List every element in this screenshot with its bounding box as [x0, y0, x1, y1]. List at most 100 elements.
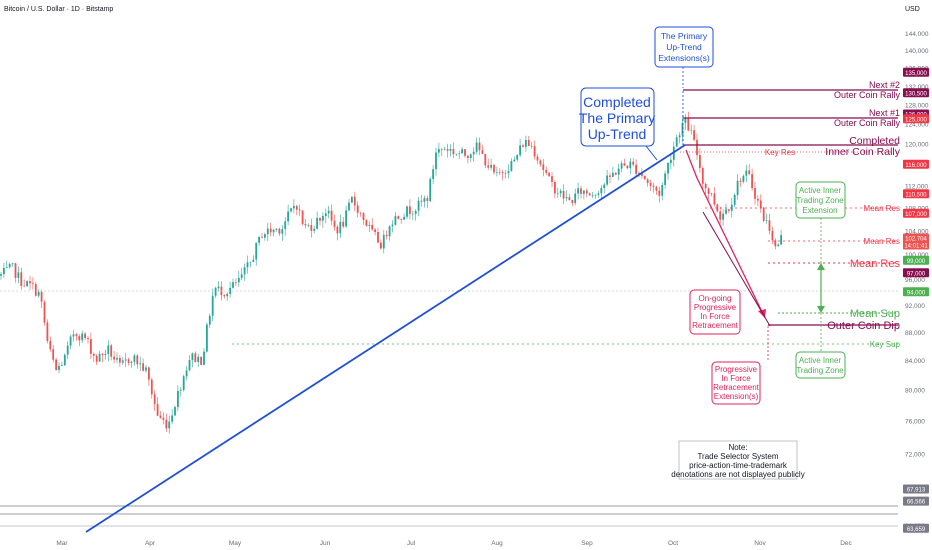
- candle-body: [136, 355, 139, 365]
- outer-dip-label: Outer Coin Dip: [827, 320, 900, 332]
- callout-active-zone[interactable]: Active Inner Trading Zone: [795, 313, 846, 379]
- candle-body: [14, 263, 17, 278]
- candle-body: [449, 149, 452, 151]
- mean-res-outer-label: Mean Res: [864, 204, 900, 213]
- candle-body: [554, 182, 556, 194]
- candle-body: [229, 287, 231, 294]
- candle-body: [301, 210, 304, 224]
- price-badge-bg: [903, 88, 929, 98]
- candle-body: [400, 218, 403, 220]
- price-badge-bg: [903, 268, 929, 278]
- candle-body: [217, 286, 220, 288]
- candle-body: [310, 225, 313, 231]
- x-tick-label: Nov: [754, 540, 766, 547]
- candle-body: [34, 284, 37, 296]
- candle-body: [768, 220, 771, 231]
- candle-body: [371, 224, 374, 230]
- candle-body: [359, 212, 362, 214]
- candle-body: [733, 195, 736, 205]
- completed-label-1: Completed: [849, 135, 900, 147]
- candle-body: [298, 209, 301, 211]
- note-line: Trade Selector System: [697, 452, 778, 461]
- candle-body: [458, 153, 461, 154]
- x-tick-label: Apr: [145, 540, 156, 547]
- candle-body: [295, 206, 298, 210]
- candle-body: [701, 168, 704, 184]
- callout-uptrend-extensions[interactable]: The Primary Up-Trend Extensions(s): [654, 26, 714, 88]
- y-tick-label: 80,000: [905, 388, 925, 395]
- x-tick-label: Jul: [407, 540, 416, 547]
- candle-body: [197, 356, 200, 362]
- y-tick-label: 132,000: [905, 84, 929, 91]
- candle-body: [641, 172, 643, 176]
- candle-body: [542, 164, 545, 170]
- candle-body: [603, 184, 606, 189]
- y-tick-label: 144,000: [905, 31, 929, 38]
- callout-completed-uptrend[interactable]: Completed The Primary Up-Trend: [579, 87, 658, 161]
- candle-body: [394, 216, 397, 225]
- callout-line: In Force: [700, 312, 730, 321]
- candle-body: [678, 135, 681, 138]
- candle-body: [133, 355, 136, 362]
- next1-label-1: Next #1: [869, 108, 900, 118]
- candle-body: [667, 163, 669, 174]
- candle-body: [777, 244, 780, 247]
- candle-body: [670, 159, 672, 163]
- candle-body: [52, 349, 55, 360]
- candle-body: [519, 145, 521, 156]
- x-tick-label: Sep: [581, 540, 593, 547]
- candle-body: [626, 165, 629, 169]
- level-lines: [0, 89, 898, 345]
- candle-body: [704, 183, 707, 189]
- y-tick-label: 120,000: [905, 142, 929, 149]
- candle-body: [362, 213, 365, 220]
- candle-body: [374, 229, 376, 232]
- candle-body: [629, 161, 632, 169]
- chart-title: Bitcoin / U.S. Dollar · 1D · Bitstamp: [4, 6, 113, 13]
- candle-body: [287, 211, 289, 222]
- candle-body: [8, 263, 11, 268]
- price-badge-bg: [903, 208, 929, 218]
- candle-body: [58, 365, 60, 370]
- price-badge-bg: [903, 287, 929, 297]
- candle-body: [562, 190, 565, 199]
- candle-body: [319, 218, 321, 221]
- candle-body: [101, 353, 104, 356]
- candle-body: [40, 291, 43, 302]
- candle-body: [513, 159, 516, 162]
- candle-body: [484, 153, 487, 166]
- candle-body: [159, 415, 162, 418]
- candle-body: [713, 193, 716, 205]
- x-tick-label: Mar: [56, 540, 68, 547]
- callout-line: Retracement: [692, 321, 739, 330]
- candle-body: [612, 172, 614, 177]
- candle-body: [342, 221, 345, 227]
- candle-body: [113, 356, 115, 360]
- candle-body: [171, 415, 173, 422]
- primary-uptrend-line[interactable]: [85, 144, 686, 533]
- candle-body: [774, 240, 777, 247]
- price-badge: 99,000: [907, 259, 926, 265]
- candle-body: [623, 163, 626, 166]
- y-tick-label: 100,000: [905, 252, 929, 259]
- callout-progressive-ext[interactable]: Progressive In Force Retracement Extensi…: [711, 361, 761, 405]
- candle-body: [522, 145, 524, 147]
- time-axis[interactable]: Mar Apr May Jun Jul Aug Sep Oct Nov Dec: [56, 540, 852, 547]
- candle-body: [269, 228, 272, 233]
- candle-body: [406, 206, 408, 217]
- candle-body: [20, 272, 23, 286]
- callout-line: Active Inner: [799, 186, 842, 195]
- candle-body: [84, 333, 86, 339]
- callout-ongoing-retracement[interactable]: On-going Progressive In Force Retracemen…: [689, 289, 741, 335]
- candle-body: [191, 353, 194, 360]
- candle-body: [377, 232, 379, 243]
- y-tick-label: 112,000: [905, 184, 928, 191]
- candle-body: [272, 229, 275, 233]
- next2-label-1: Next #2: [869, 80, 900, 90]
- callout-line: Extensions(s): [658, 53, 710, 63]
- candle-body: [469, 154, 472, 158]
- callout-active-zone-ext[interactable]: Active Inner Trading Zone Extension: [795, 181, 846, 241]
- mean-res-label: Mean Res: [850, 258, 901, 270]
- candle-body: [646, 179, 649, 183]
